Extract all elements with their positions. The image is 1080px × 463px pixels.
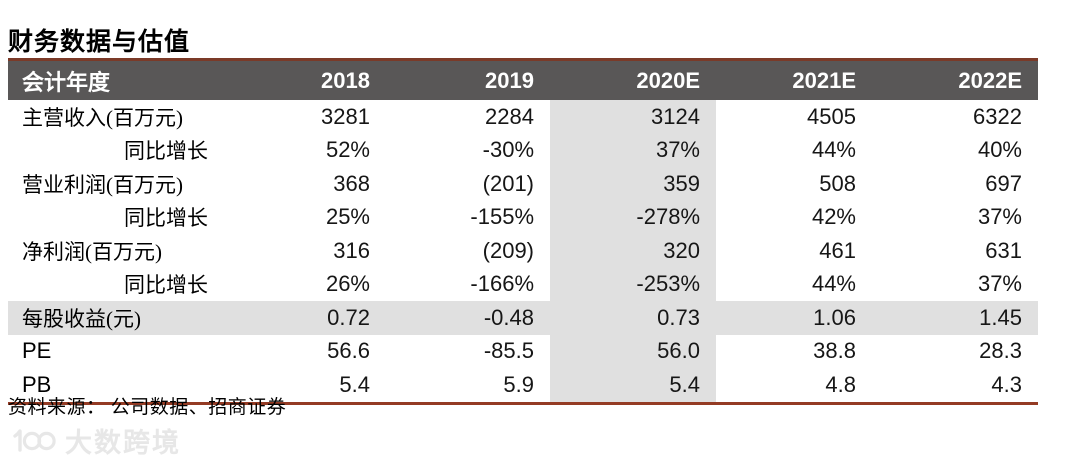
value-cell: 4.3: [991, 371, 1022, 397]
value-cell: 2284: [485, 103, 534, 129]
watermark-text: 大数跨境: [65, 428, 181, 458]
value-cell: 5.4: [339, 371, 370, 397]
table-row: 同比增长 52% -30% 37% 44% 40%: [8, 133, 1038, 167]
value-cell: 52%: [325, 137, 370, 163]
value-cell: -253%: [550, 267, 716, 301]
row-label: 同比增长: [124, 273, 208, 298]
table-body: 主营收入(百万元) 3281 2284 3124 4505 6322 同比增长 52% -30%…: [8, 100, 1038, 403]
value-cell: 1.45: [872, 301, 1038, 335]
table-row: 同比增长 26% -166% -253% 44% 37%: [8, 267, 1038, 301]
value-cell: 3124: [550, 100, 716, 134]
value-cell: 3281: [321, 103, 370, 129]
value-cell: 37%: [977, 204, 1022, 230]
value-cell: (201): [482, 170, 534, 196]
table-row: PB 5.4 5.9 5.4 4.8 4.3: [8, 368, 1038, 403]
header-cell-year: 2018: [252, 59, 386, 100]
value-cell: -278%: [550, 200, 716, 234]
value-cell: 461: [819, 237, 856, 263]
header-cell-year: 2020E: [550, 59, 716, 100]
row-label: PE: [22, 338, 52, 364]
value-cell: 42%: [811, 204, 856, 230]
header-cell-year: 2022E: [872, 59, 1038, 100]
value-cell: 4505: [807, 103, 856, 129]
value-cell: 44%: [811, 271, 856, 297]
value-cell: 25%: [325, 204, 370, 230]
value-cell: -155%: [470, 204, 534, 230]
table-row: 每股收益(元) 0.72 -0.48 0.73 1.06 1.45: [8, 301, 1038, 335]
value-cell: 40%: [977, 137, 1022, 163]
row-label: 每股收益(元): [8, 301, 252, 335]
value-cell: 5.9: [503, 371, 534, 397]
value-cell: 0.73: [550, 301, 716, 335]
table-row: PE 56.6 -85.5 56.0 38.8 28.3: [8, 334, 1038, 368]
value-cell: 320: [550, 234, 716, 268]
table-row: 营业利润(百万元) 368 (201) 359 508 697: [8, 167, 1038, 201]
value-cell: (209): [482, 237, 534, 263]
value-cell: -166%: [470, 271, 534, 297]
value-cell: 44%: [811, 137, 856, 163]
value-cell: 56.6: [327, 338, 370, 364]
value-cell: 697: [985, 170, 1022, 196]
table-header-row: 会计年度 2018 2019 2020E 2021E 2022E: [8, 59, 1038, 100]
row-label: PB: [22, 371, 52, 397]
value-cell: 368: [333, 170, 370, 196]
watermark-100-logo-icon: [10, 427, 58, 455]
value-cell: 508: [819, 170, 856, 196]
value-cell: -85.5: [483, 338, 534, 364]
value-cell: -30%: [482, 137, 534, 163]
value-cell: 631: [985, 237, 1022, 263]
header-cell-year: 2021E: [716, 59, 872, 100]
source-note: 资料来源： 公司数据、招商证券: [8, 397, 287, 418]
table-row: 主营收入(百万元) 3281 2284 3124 4505 6322: [8, 100, 1038, 134]
header-cell-year: 2019: [386, 59, 550, 100]
value-cell: 6322: [973, 103, 1022, 129]
financial-table: 会计年度 2018 2019 2020E 2021E 2022E 主营收入(百万元) 328…: [8, 58, 1038, 405]
table-row: 净利润(百万元) 316 (209) 320 461 631: [8, 234, 1038, 268]
value-cell: 37%: [977, 271, 1022, 297]
row-label: 同比增长: [124, 139, 208, 164]
row-label: 主营收入(百万元): [22, 105, 183, 130]
row-label: 净利润(百万元): [22, 239, 162, 264]
page-title: 财务数据与估值: [8, 29, 191, 56]
value-cell: 1.06: [716, 301, 872, 335]
value-cell: -0.48: [386, 301, 550, 335]
value-cell: 28.3: [979, 338, 1022, 364]
value-cell: 5.4: [550, 368, 716, 403]
row-label: 营业利润(百万元): [22, 172, 183, 197]
value-cell: 56.0: [550, 334, 716, 368]
value-cell: 359: [550, 167, 716, 201]
value-cell: 38.8: [813, 338, 856, 364]
value-cell: 316: [333, 237, 370, 263]
value-cell: 37%: [550, 133, 716, 167]
header-cell-label: 会计年度: [8, 59, 252, 100]
watermark: 大数跨境: [10, 421, 181, 460]
value-cell: 4.8: [825, 371, 856, 397]
value-cell: 0.72: [252, 301, 386, 335]
value-cell: 26%: [325, 271, 370, 297]
row-label: 同比增长: [124, 206, 208, 231]
table-row: 同比增长 25% -155% -278% 42% 37%: [8, 200, 1038, 234]
